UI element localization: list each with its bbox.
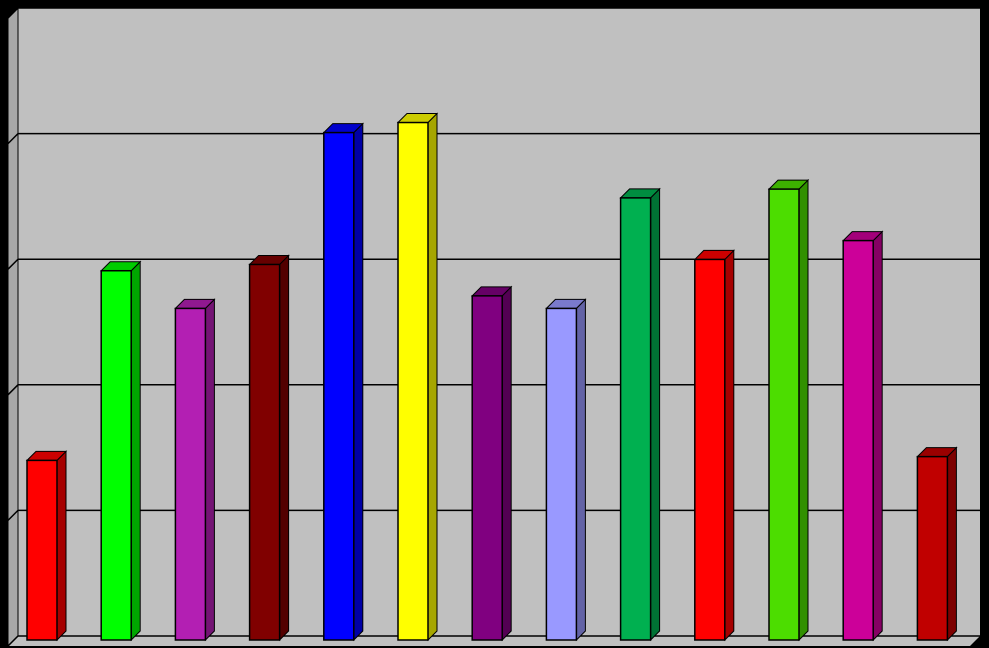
bar <box>694 258 726 641</box>
bar-side <box>575 298 586 642</box>
bar <box>768 188 800 641</box>
bar <box>842 239 874 641</box>
bar-side <box>353 122 364 642</box>
bar <box>26 459 58 641</box>
bar-side <box>427 112 438 642</box>
bar <box>397 121 429 641</box>
bar-side <box>872 230 883 642</box>
bar-side <box>204 298 215 642</box>
bar <box>248 263 281 641</box>
bar <box>916 455 949 641</box>
bar <box>174 307 207 641</box>
grid-line <box>7 7 980 19</box>
bar <box>100 269 132 641</box>
side-wall <box>7 6 19 648</box>
bar <box>545 307 578 641</box>
bar-side <box>650 187 661 642</box>
bar <box>619 197 652 641</box>
bar-side <box>946 446 957 642</box>
bar <box>471 295 503 641</box>
grid-line <box>7 635 980 647</box>
bar-side <box>501 285 512 642</box>
bar-side <box>279 254 290 642</box>
bar-side <box>130 260 141 642</box>
bar-side <box>798 178 809 642</box>
bar-side <box>56 450 67 642</box>
grid-line <box>7 132 980 145</box>
bar-side <box>724 249 735 642</box>
bar <box>323 131 355 641</box>
